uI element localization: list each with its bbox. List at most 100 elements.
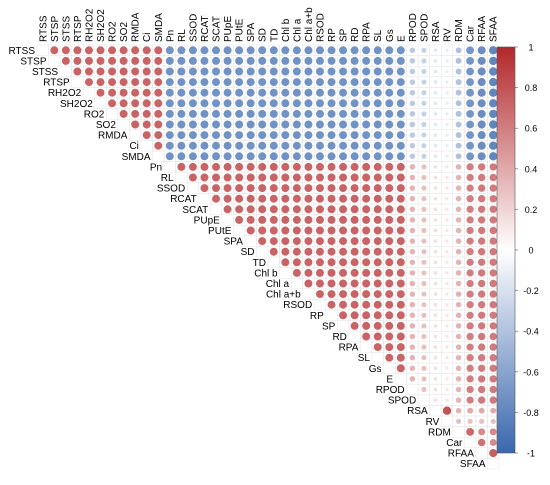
corr-circle-Chlab-RSA [433,292,438,296]
corr-circle-SD-Car [466,248,474,256]
corr-circle-SCAT-RDM [455,206,462,213]
grid-cell [186,182,199,194]
corr-circle-RL-Chlb [281,173,290,182]
column-label: RSA [431,21,442,42]
corr-circle-SO2-Pn [165,120,174,129]
corr-circle-SCAT-TD [269,205,278,214]
corr-circle-PUpE-SP [339,215,348,224]
grid-cell [36,44,49,56]
corr-circle-Chla-SFAA [489,279,497,288]
corr-circle-SPA-RP [327,237,336,246]
corr-circle-RO2-Ci [142,109,151,118]
row-label: RO2 [84,109,105,120]
corr-circle-PUpE-Car [466,216,474,224]
grid-cell [487,458,500,470]
corr-circle-SH2O2-RO2 [108,99,117,108]
corr-circle-SH2O2-RP [327,99,336,108]
colorbar: 1 0.8 0.6 0.4 0.2 0 -0.2 -0.4 -0.6 -0.8 -1 [496,43,539,459]
corr-circle-RH2O2-RDM [455,89,462,96]
corr-circle-STSP-Chlab [304,56,313,65]
corr-circle-RPOD-RDM [455,386,462,393]
corr-circle-RL-SFAA [489,173,497,182]
corr-circle-SPA-Chla [292,237,301,246]
corr-circle-SCAT-Chlb [281,205,290,214]
corr-circle-RH2O2-RSA [433,90,438,95]
row-label: RD [332,332,346,343]
corr-circle-RP-RPA [362,311,371,320]
corr-circle-SD-RV [445,250,449,254]
corr-circle-SSOD-Chlab [304,184,313,193]
column-label: Chl b [281,18,292,42]
corr-circle-RPA-RFAA [477,343,486,351]
corr-circle-PUtE-TD [269,226,278,235]
corr-circle-RH2O2-SSOD [188,88,197,97]
corr-circle-SMDA-SL [373,152,382,161]
corr-circle-RSOD-RPA [362,300,371,309]
corr-circle-PUpE-TD [269,215,278,224]
corr-circle-RTSP-Car [466,78,475,87]
corr-circle-RD-E [396,332,405,341]
corr-circle-SSOD-TD [269,184,278,193]
corr-circle-STSS-TD [269,67,278,76]
corr-circle-SCAT-RV [445,207,449,211]
row-label: PUtE [208,226,232,237]
corr-circle-RL-Car [466,173,474,182]
corr-circle-RTSP-SL [373,78,382,87]
corr-circle-PUpE-E [396,215,405,224]
corr-circle-RMDA-TD [269,131,278,140]
corr-circle-STSS-RMDA [131,67,140,76]
corr-circle-SH2O2-RFAA [477,99,486,108]
corr-circle-RD-SFAA [489,332,497,341]
corr-circle-PUtE-SL [373,226,382,235]
corr-circle-SSOD-RDM [455,185,462,191]
corr-circle-RO2-RCAT [200,109,209,118]
corr-circle-SH2O2-RPA [362,99,371,108]
corr-circle-RO2-PUpE [223,109,232,118]
corr-circle-RO2-RP [327,109,336,118]
corr-circle-RMDA-Chlb [281,131,290,140]
corr-circle-SO2-Chla [292,120,301,129]
corr-circle-Chlb-RSA [433,271,438,275]
grid-cell [198,193,211,205]
corr-circle-TD-RSOD [315,258,324,267]
corr-circle-RTSS-SCAT [212,46,221,55]
corr-circle-TD-Car [466,258,474,266]
corr-circle-RO2-RSA [433,112,438,116]
grid-cell [302,288,315,300]
corr-circle-SO2-Chlb [281,120,290,129]
corr-circle-RL-SD [258,173,267,182]
corr-circle-STSS-RDM [455,68,462,75]
corr-circle-SP-RFAA [477,322,486,330]
corr-circle-STSP-Gs [385,56,394,65]
corr-circle-STSS-SCAT [212,67,221,76]
corr-circle-SSOD-RSA [433,186,438,190]
corr-circle-SH2O2-SP [339,99,348,108]
corr-circle-SO2-SMDA [154,120,163,129]
corr-circle-STSP-RD [350,56,359,65]
corr-circle-RMDA-RCAT [200,131,209,140]
column-label: STSS [61,16,72,42]
corr-circle-STSS-SSOD [188,67,197,76]
corr-circle-PUtE-RSOD [315,226,324,235]
column-label: RDM [454,19,465,42]
corr-circle-RP-RDM [455,312,462,319]
corr-circle-SMDA-RSA [433,154,438,159]
corr-circle-STSS-Chlab [304,67,313,76]
corr-circle-RCAT-RD [350,194,359,203]
corr-circle-TD-Chlab [304,258,313,267]
corr-circle-RCAT-Chlab [304,194,313,203]
corr-circle-SO2-RDM [455,121,462,128]
corr-circle-Chlb-RPOD [409,270,416,276]
corr-circle-RTSS-Pn [165,46,174,55]
corr-circle-RMDA-RSA [433,133,438,137]
corr-circle-SSOD-SCAT [212,184,221,193]
corr-circle-RH2O2-Ci [142,88,151,97]
corr-circle-RMDA-SSOD [188,131,197,140]
row-label: Chl b [254,268,278,279]
corr-circle-PUtE-RPA [362,226,371,235]
corr-circle-SH2O2-Car [466,99,475,108]
corr-circle-STSS-SPA [246,67,255,76]
corr-circle-SD-SPOD [421,249,427,255]
corr-circle-RL-SP [339,173,348,182]
corr-circle-SSOD-SP [339,184,348,193]
